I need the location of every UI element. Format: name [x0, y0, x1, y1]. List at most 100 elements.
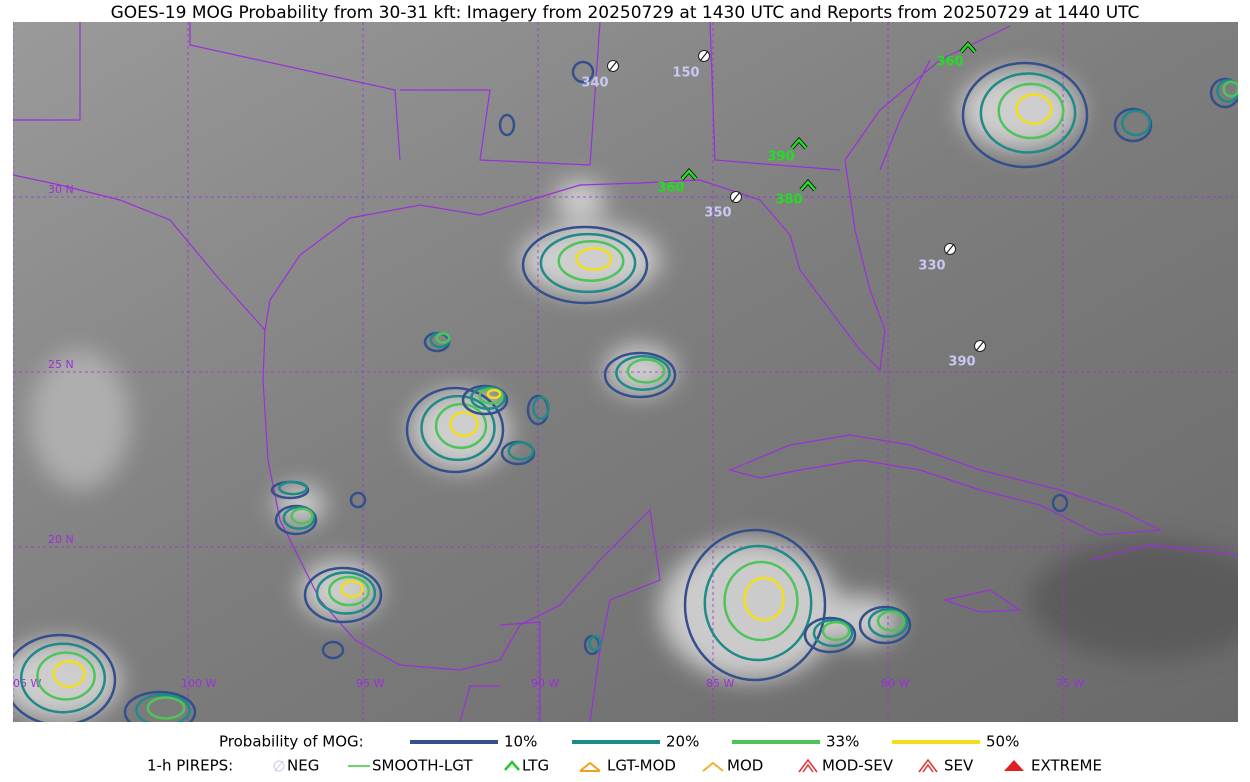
longitude-label: 100 W: [181, 677, 216, 690]
contour: [146, 696, 186, 720]
contour: [470, 386, 506, 410]
report-altitude: 380: [775, 193, 802, 208]
contour: [340, 580, 364, 598]
legend-symbol: [273, 760, 285, 772]
contour: [603, 351, 677, 399]
ltg-symbol: [681, 169, 697, 180]
contour: [626, 358, 666, 384]
contour: [997, 82, 1065, 140]
contour: [803, 616, 857, 654]
legend-label: 50%: [986, 733, 1019, 751]
contour: [327, 575, 371, 607]
neg-symbol: [608, 60, 618, 72]
contour: [1216, 79, 1238, 103]
contour: [867, 608, 909, 638]
legend-symbol: [798, 758, 818, 773]
contour: [532, 396, 550, 420]
contour: [575, 247, 613, 271]
contour: [743, 576, 785, 622]
contour: [507, 441, 535, 461]
legend-label: LTG: [522, 757, 549, 775]
legend-symbol: [274, 760, 284, 772]
legend-title: Probability of MOG:: [219, 733, 364, 751]
legend-label: NEG: [287, 757, 319, 775]
contour: [521, 225, 649, 305]
contour: [486, 388, 502, 400]
contour: [539, 232, 637, 294]
contour: [282, 506, 316, 530]
report-altitude: 330: [918, 259, 945, 274]
legend-label: SMOOTH-LGT: [372, 757, 473, 775]
contour: [435, 332, 451, 344]
contour: [461, 384, 509, 416]
longitude-label: 90 W: [531, 677, 559, 690]
contour: [812, 618, 854, 648]
contour: [19, 642, 107, 714]
contour: [449, 410, 479, 438]
contour: [52, 660, 86, 688]
contour: [420, 394, 496, 462]
report-altitude: 390: [948, 355, 975, 370]
ltg-symbol: [960, 42, 976, 53]
contour: [571, 60, 595, 84]
latitude-label: 20 N: [48, 533, 74, 546]
contour: [1051, 493, 1069, 513]
contour: [303, 566, 383, 624]
legend-label: LGT-MOD: [607, 757, 676, 775]
contour: [349, 491, 367, 509]
contour: [703, 544, 813, 662]
contour: [1222, 80, 1238, 98]
report-altitude: 360: [657, 181, 684, 196]
contour: [1209, 77, 1238, 109]
ltg-symbol: [504, 760, 520, 771]
contour: [36, 651, 96, 701]
contour: [615, 355, 671, 391]
longitude-label: 85 W: [706, 677, 734, 690]
contour: [274, 504, 318, 536]
ltg-symbol: [800, 180, 816, 191]
contour: [405, 386, 505, 474]
contour: [858, 605, 912, 645]
contour: [876, 610, 906, 632]
mog-contours: [13, 60, 1238, 722]
report-altitude: 360: [936, 55, 963, 70]
contour: [1015, 93, 1053, 125]
contour: [321, 640, 345, 660]
legend-label: MOD: [727, 757, 763, 775]
pirep-reports: 340 150 360 390 360 350 380 330 390: [581, 40, 986, 370]
legend-label: 10%: [504, 733, 537, 751]
contour: [123, 690, 197, 722]
contour: [1121, 109, 1151, 137]
contour: [821, 620, 851, 642]
contour: [557, 239, 625, 283]
contour: [478, 387, 504, 405]
latitude-label: 25 N: [48, 358, 74, 371]
contour: [588, 634, 602, 652]
legend-symbol: [918, 758, 938, 773]
legend-symbol: [579, 761, 601, 772]
contour: [979, 72, 1077, 154]
report-altitude: 340: [581, 76, 608, 91]
neg-symbol: [699, 50, 709, 62]
contour: [13, 633, 117, 722]
latitude-label: 30 N: [48, 183, 74, 196]
contour: [278, 480, 308, 496]
contour: [315, 571, 377, 615]
report-altitude: 350: [704, 206, 731, 221]
legend: 10% 20% 33% 50% NEG SMOOTH-LGT LTG LGT-MOD MOD MO…: [273, 733, 1102, 775]
legend-label: MOD-SEV: [822, 757, 894, 775]
contour: [723, 560, 799, 642]
legend-label: 33%: [826, 733, 859, 751]
longitude-label: 75 W: [1056, 677, 1084, 690]
contour: [434, 402, 488, 450]
contour: [1113, 107, 1153, 143]
neg-symbol: [945, 243, 955, 255]
legend-label: 20%: [666, 733, 699, 751]
contour: [498, 113, 516, 137]
contour: [135, 693, 191, 722]
report-altitude: 390: [767, 150, 794, 165]
ltg-symbol: [791, 138, 807, 149]
contour: [683, 528, 827, 682]
